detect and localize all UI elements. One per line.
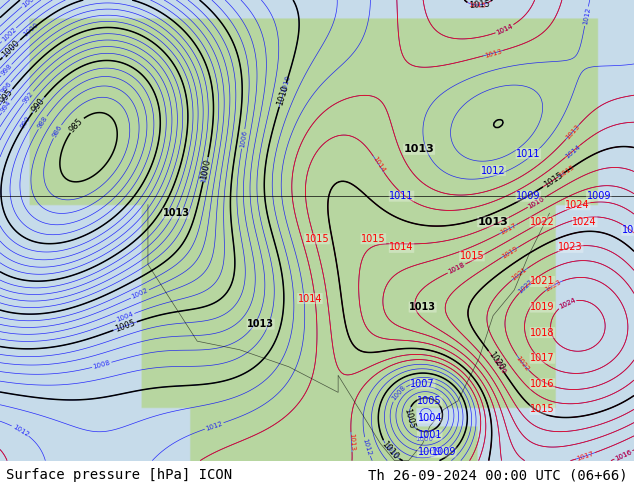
Text: 1016: 1016 xyxy=(527,195,546,209)
Text: 1011: 1011 xyxy=(516,148,541,159)
Text: 1010: 1010 xyxy=(382,442,399,460)
Text: 1009: 1009 xyxy=(417,447,442,457)
Text: 1015: 1015 xyxy=(468,2,486,8)
Text: 1022: 1022 xyxy=(517,278,534,294)
Text: 1016: 1016 xyxy=(527,195,546,209)
Text: 1000: 1000 xyxy=(200,164,210,183)
Text: 986: 986 xyxy=(51,124,63,139)
Text: 1005: 1005 xyxy=(417,396,442,406)
Text: 1016: 1016 xyxy=(614,448,633,462)
Text: 1010: 1010 xyxy=(281,74,292,93)
Text: 1011: 1011 xyxy=(622,225,634,235)
Text: 1012: 1012 xyxy=(361,437,372,456)
Text: 1014: 1014 xyxy=(495,23,514,36)
Text: 1006: 1006 xyxy=(415,436,433,442)
Text: 1020: 1020 xyxy=(492,357,507,375)
Text: 1021: 1021 xyxy=(510,266,528,282)
Text: 1012: 1012 xyxy=(481,166,505,175)
Text: 1015: 1015 xyxy=(361,234,385,244)
Text: 1002: 1002 xyxy=(131,288,150,300)
Text: 1011: 1011 xyxy=(389,191,414,201)
Text: 1020: 1020 xyxy=(486,350,506,372)
Text: 1008: 1008 xyxy=(93,360,111,370)
Text: 996: 996 xyxy=(0,81,13,95)
Text: 1001: 1001 xyxy=(417,430,442,440)
Text: 1009: 1009 xyxy=(516,191,541,201)
Text: 1014: 1014 xyxy=(564,144,581,159)
Text: 990: 990 xyxy=(30,96,46,114)
Text: 1005: 1005 xyxy=(403,408,417,430)
Text: 1022: 1022 xyxy=(515,355,531,372)
Text: 992: 992 xyxy=(22,90,35,104)
Text: 1014: 1014 xyxy=(495,23,514,36)
Text: Surface pressure [hPa] ICON: Surface pressure [hPa] ICON xyxy=(6,468,233,482)
Text: 1010: 1010 xyxy=(380,440,401,462)
Text: 1000: 1000 xyxy=(199,158,212,180)
Text: 1018: 1018 xyxy=(447,262,466,275)
Text: 998: 998 xyxy=(0,63,13,77)
Text: 1008: 1008 xyxy=(391,385,407,402)
Text: 1017: 1017 xyxy=(530,353,555,363)
Text: 1013: 1013 xyxy=(484,48,503,58)
Text: 1015: 1015 xyxy=(530,404,555,415)
Text: 1013: 1013 xyxy=(564,123,581,141)
Text: 1000: 1000 xyxy=(1,38,22,59)
Text: 1017: 1017 xyxy=(499,222,517,236)
Text: 1015: 1015 xyxy=(460,251,484,261)
Text: 1024: 1024 xyxy=(566,200,590,210)
Text: 1018: 1018 xyxy=(530,328,555,338)
Text: 1014: 1014 xyxy=(389,243,414,252)
Text: 988: 988 xyxy=(36,115,49,130)
Text: 985: 985 xyxy=(68,116,85,134)
Text: 1013: 1013 xyxy=(348,433,355,451)
Text: Th 26-09-2024 00:00 UTC (06+66): Th 26-09-2024 00:00 UTC (06+66) xyxy=(368,468,628,482)
Text: 1010: 1010 xyxy=(275,84,290,106)
Text: 1013: 1013 xyxy=(162,208,190,218)
Text: 1015: 1015 xyxy=(305,234,329,244)
Text: 1018: 1018 xyxy=(447,262,466,275)
Text: 1019: 1019 xyxy=(501,245,519,260)
Text: 1014: 1014 xyxy=(298,294,322,303)
Text: 990: 990 xyxy=(20,115,32,130)
Text: 1021: 1021 xyxy=(530,276,555,287)
Text: 1016: 1016 xyxy=(530,379,555,389)
Text: 1024: 1024 xyxy=(573,217,597,227)
Text: 1004: 1004 xyxy=(21,0,39,8)
Text: 1014: 1014 xyxy=(372,155,386,173)
Text: 1007: 1007 xyxy=(410,379,435,389)
Text: 1024: 1024 xyxy=(558,297,576,310)
Text: 1009: 1009 xyxy=(586,191,611,201)
Text: 1017: 1017 xyxy=(576,450,595,462)
Text: 1023: 1023 xyxy=(559,243,583,252)
Text: 1015: 1015 xyxy=(469,0,490,10)
Text: 1013: 1013 xyxy=(404,144,434,154)
Text: 1024: 1024 xyxy=(558,297,576,310)
Text: 1015: 1015 xyxy=(542,171,565,190)
Text: 1012: 1012 xyxy=(205,420,224,432)
Text: 1013: 1013 xyxy=(247,319,274,329)
Text: 1019: 1019 xyxy=(530,302,555,312)
Text: 1004: 1004 xyxy=(417,413,442,423)
Text: 1016: 1016 xyxy=(614,448,633,462)
Text: 1023: 1023 xyxy=(544,278,562,293)
Text: 1000: 1000 xyxy=(22,22,40,38)
Text: 995: 995 xyxy=(0,88,15,106)
Text: 1005: 1005 xyxy=(113,318,136,334)
Text: 1020: 1020 xyxy=(492,357,507,375)
Text: 1006: 1006 xyxy=(239,129,248,148)
Text: 1022: 1022 xyxy=(530,217,555,227)
Text: 1009: 1009 xyxy=(432,447,456,457)
Text: 1002: 1002 xyxy=(1,26,18,43)
Text: 1012: 1012 xyxy=(582,7,591,25)
Text: 1013: 1013 xyxy=(478,217,508,227)
Text: 994: 994 xyxy=(0,99,13,114)
Text: 1004: 1004 xyxy=(115,311,134,323)
Text: 1012: 1012 xyxy=(11,423,30,438)
Text: 1013: 1013 xyxy=(409,302,436,312)
Text: 1015: 1015 xyxy=(557,164,576,179)
